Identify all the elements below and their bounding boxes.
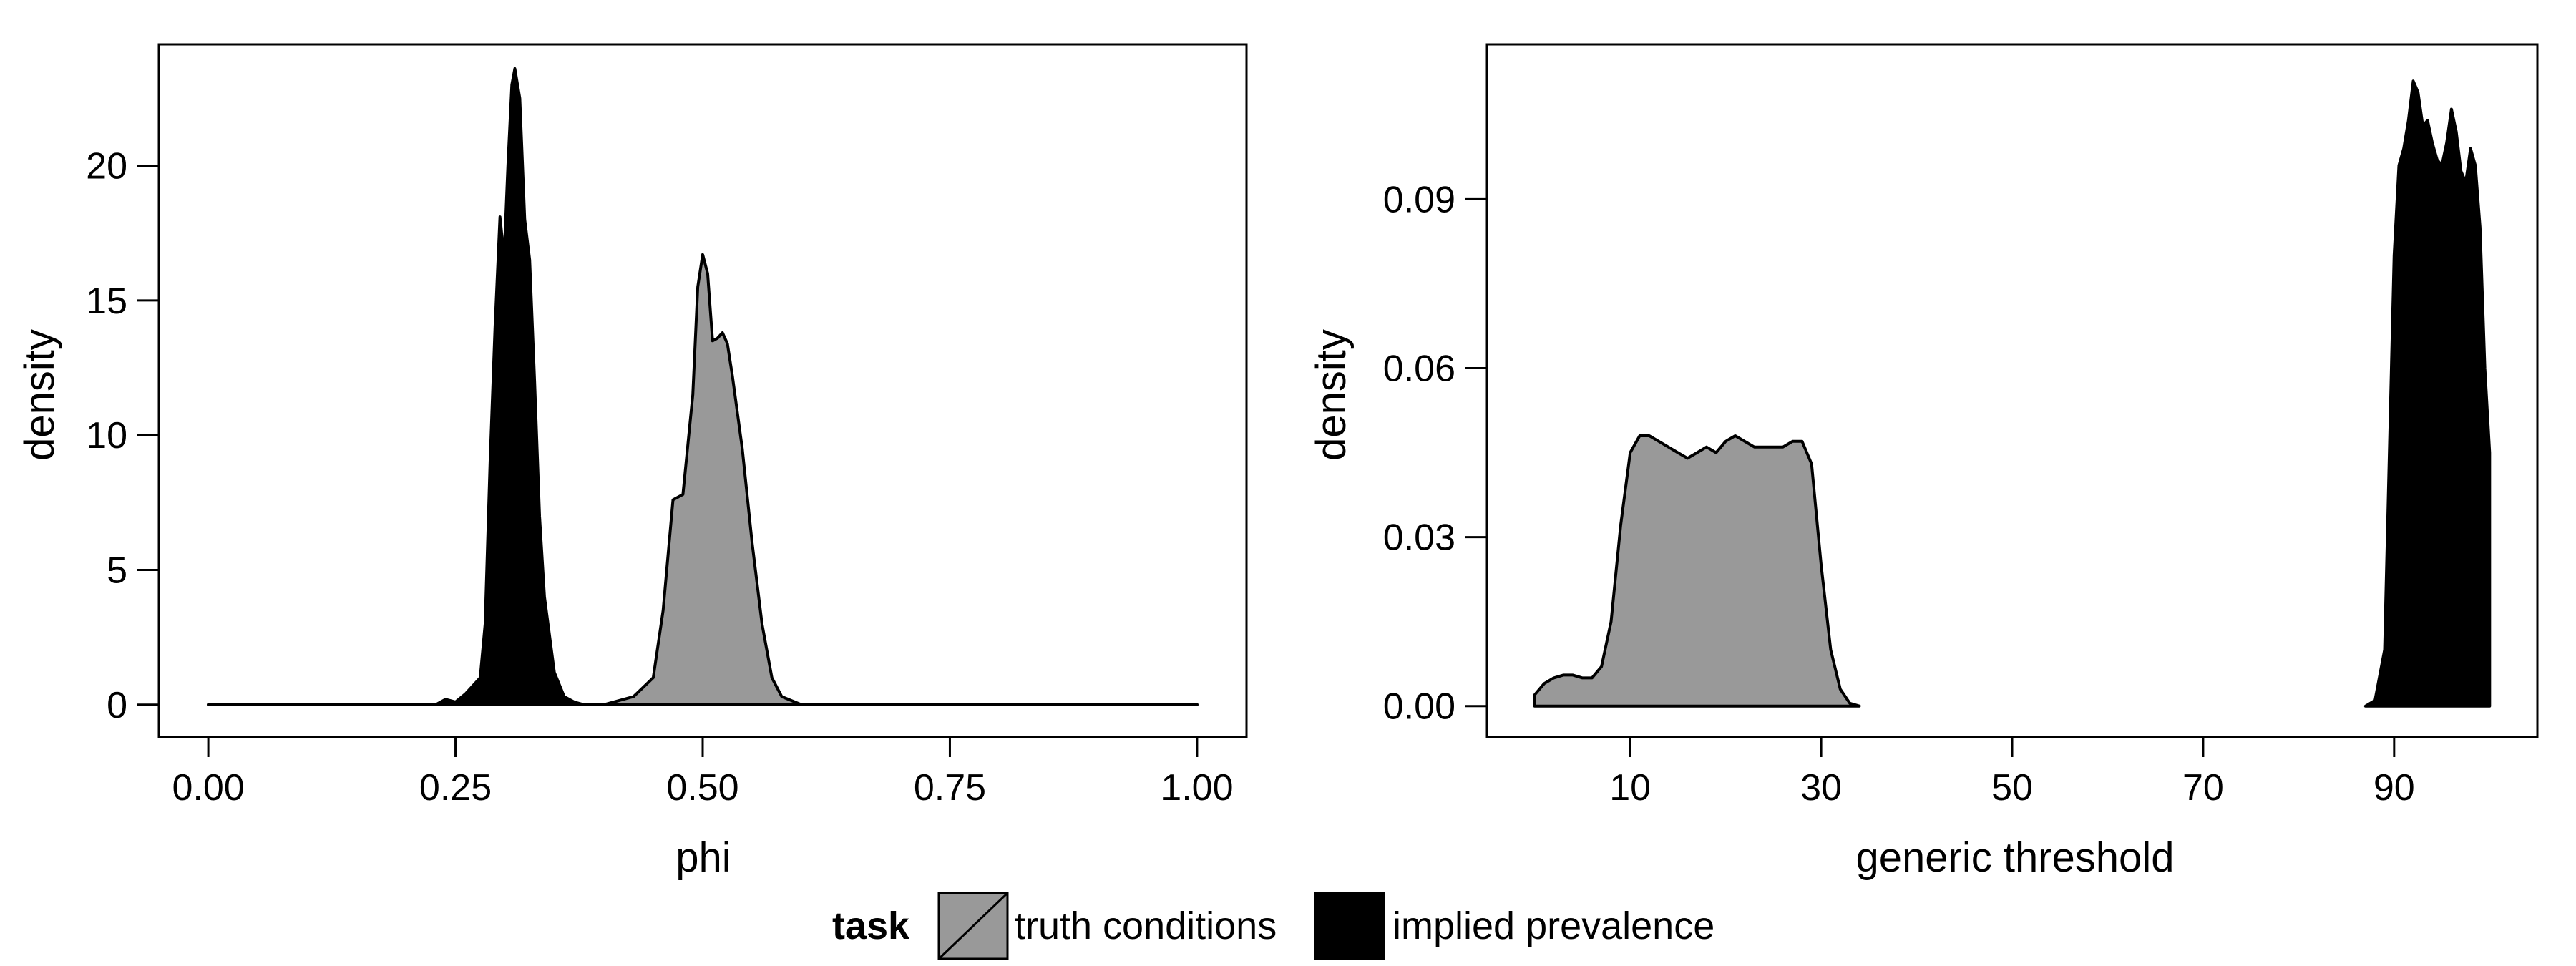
x-tick-label: 0.75 — [914, 767, 986, 809]
threshold-density-panel: 0.00 0.03 0.06 0.09 10 30 50 70 90 — [1383, 43, 2539, 809]
legend-swatch-diagonal — [937, 892, 1009, 960]
density-area-truth-conditions — [1533, 434, 1861, 708]
y-axis-label-left: density — [16, 329, 63, 461]
legend-item-implied-prevalence: implied prevalence — [1314, 892, 1714, 960]
x-tick-label: 0.50 — [666, 767, 738, 809]
legend-swatch-implied-prevalence — [1314, 892, 1385, 960]
x-tick-label: 1.00 — [1161, 767, 1233, 809]
legend: task truth conditions implied prevalence — [832, 892, 1714, 960]
phi-density-panel: 0 5 10 15 20 0.00 0.25 0.50 0.75 1.00 — [86, 43, 1248, 809]
legend-item-truth-conditions: truth conditions — [937, 892, 1277, 960]
x-tick-label: 90 — [2373, 767, 2415, 809]
x-tick-label: 0.00 — [172, 767, 244, 809]
y-tick-label: 0.03 — [1383, 517, 1455, 559]
y-tick-label: 10 — [86, 415, 127, 457]
y-tick-label: 20 — [86, 145, 127, 187]
legend-label-truth-conditions: truth conditions — [1015, 904, 1277, 947]
y-tick-label: 0.06 — [1383, 348, 1455, 390]
density-area-truth-conditions — [207, 253, 1199, 706]
x-tick-label: 50 — [1991, 767, 2033, 809]
y-tick-label: 0.00 — [1383, 686, 1455, 728]
y-tick-label: 5 — [107, 550, 127, 591]
x-tick-label: 10 — [1609, 767, 1651, 809]
x-tick-label: 0.25 — [419, 767, 492, 809]
density-area-implied-prevalence — [2363, 79, 2492, 708]
x-axis-label-threshold: generic threshold — [1856, 834, 2175, 881]
y-tick-label: 15 — [86, 280, 127, 322]
x-tick-label: 70 — [2182, 767, 2224, 809]
y-tick-label: 0.09 — [1383, 179, 1455, 220]
y-tick-label: 0 — [107, 685, 127, 726]
legend-title: task — [832, 904, 910, 947]
legend-label-implied-prevalence: implied prevalence — [1392, 904, 1714, 947]
x-tick-label: 30 — [1800, 767, 1842, 809]
density-area-implied-prevalence — [207, 67, 1199, 706]
x-axis-label-phi: phi — [675, 834, 731, 881]
y-axis-label-right: density — [1308, 329, 1355, 461]
